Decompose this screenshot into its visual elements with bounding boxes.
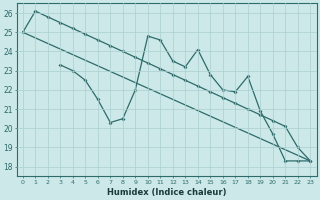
X-axis label: Humidex (Indice chaleur): Humidex (Indice chaleur) (107, 188, 226, 197)
